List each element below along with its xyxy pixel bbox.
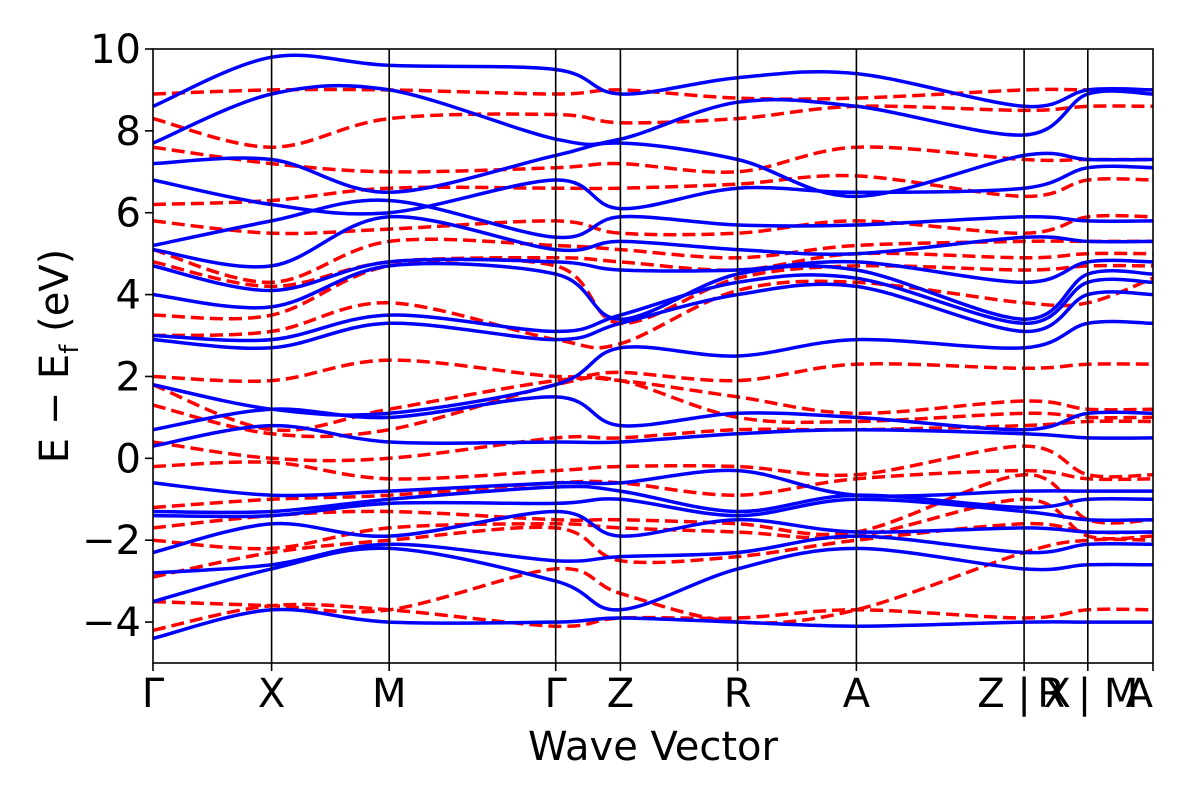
y-axis-label-unit: (eV) — [32, 249, 78, 345]
solid-band-line-2 — [153, 534, 1153, 575]
dashed-band-line-6 — [153, 444, 1153, 481]
solid-band-line-17 — [153, 141, 1153, 199]
solid-band-line-4 — [153, 497, 1153, 523]
y-tick-label: 4 — [116, 273, 141, 319]
y-tick-label: 8 — [116, 109, 141, 155]
solid-band-line-5 — [153, 484, 1153, 515]
x-tick-label: Z | X — [977, 671, 1071, 717]
y-tick-label: 2 — [116, 354, 141, 400]
solid-band-line-13 — [153, 257, 1153, 293]
solid-band-line-9 — [153, 319, 1153, 417]
y-axis-label-main: E − E — [32, 354, 78, 464]
dashed-band-line-13 — [153, 251, 1153, 289]
dashed-band-line-18 — [153, 104, 1153, 149]
y-tick-label: 0 — [116, 436, 141, 482]
dashed-band-line-8 — [153, 375, 1153, 439]
y-axis-label: E − Ef (eV) — [32, 249, 85, 464]
x-tick-label: M — [372, 671, 407, 717]
x-tick-label: Z — [607, 671, 634, 717]
x-tick-label: A — [1126, 671, 1154, 717]
kpoint-lines — [270, 49, 1089, 663]
solid-band-line-7 — [153, 423, 1153, 448]
x-tick-label: A — [843, 671, 871, 717]
solid-band-line-3 — [153, 509, 1153, 555]
y-tick-label: −2 — [82, 518, 141, 564]
x-axis-label: Wave Vector — [528, 724, 779, 770]
dashed-band-line-15 — [153, 213, 1153, 237]
dashed-band-line-7 — [153, 419, 1153, 463]
solid-band-line-12 — [153, 261, 1153, 321]
plot-frame — [152, 48, 1154, 664]
dashed-band-line-10 — [153, 358, 1153, 384]
solid-band-line-6 — [153, 468, 1153, 498]
dashed-band-line-5 — [153, 468, 1153, 510]
solid-band-line-0 — [153, 607, 1153, 641]
dashed-band-line-17 — [153, 145, 1153, 174]
dashed-band-line-0 — [153, 602, 1153, 633]
y-tick-label: −4 — [82, 600, 141, 646]
solid-band-line-11 — [153, 273, 1153, 343]
y-axis: −4 −2 0 2 4 6 8 10 — [82, 27, 153, 646]
solid-band-line-10 — [153, 282, 1153, 350]
y-tick-label: 10 — [90, 27, 141, 73]
solid-band-line-16 — [153, 164, 1153, 216]
x-tick-label: X — [258, 671, 285, 717]
dashed-band-line-1 — [153, 537, 1153, 625]
solid-band-line-19 — [153, 53, 1153, 109]
x-tick-label: R — [724, 671, 752, 717]
y-axis-label-subscript: f — [55, 344, 85, 354]
dashed-band-line-19 — [153, 87, 1153, 101]
dashed-band-line-9 — [153, 375, 1153, 433]
dashed-band-line-11 — [153, 276, 1153, 350]
dashed-band-line-14 — [153, 237, 1153, 285]
y-tick-label: 6 — [116, 191, 141, 237]
dashed-band-line-16 — [153, 173, 1153, 207]
dashed-band-line-4 — [153, 472, 1153, 537]
x-tick-label: R | M — [1037, 671, 1138, 717]
dashed-band-line-2 — [153, 521, 1153, 579]
x-tick-label: Γ — [142, 671, 165, 717]
x-tick-label: Γ — [545, 671, 568, 717]
solid-band-line-14 — [153, 214, 1153, 269]
solid-band-line-18 — [153, 83, 1153, 147]
bands-layer — [153, 53, 1153, 641]
